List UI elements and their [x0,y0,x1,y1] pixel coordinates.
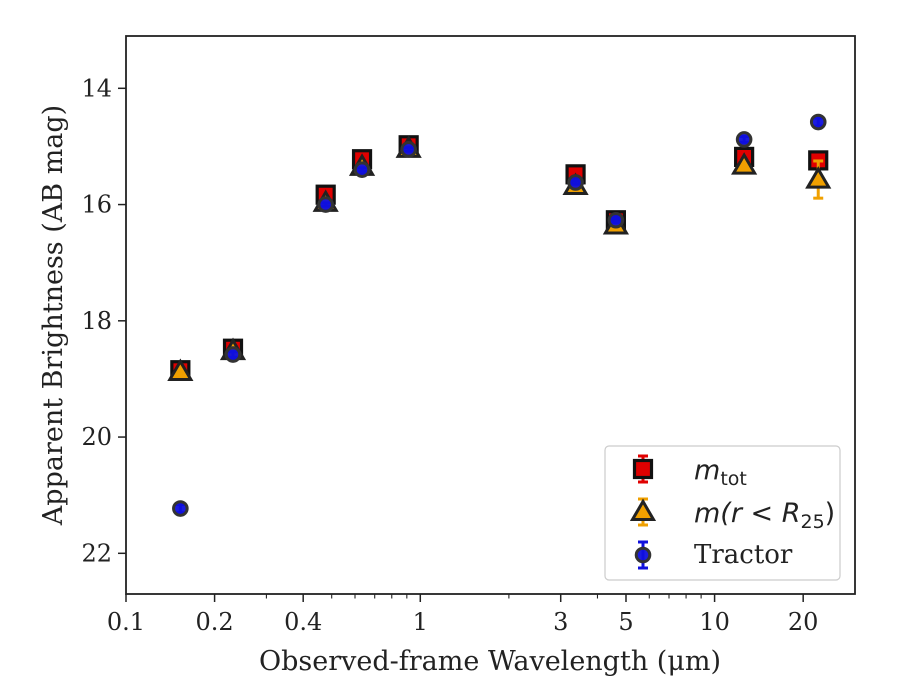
data-point-tractor [353,161,371,178]
data-markers [167,113,832,517]
x-tick-label: 5 [618,608,633,636]
y-tick-label: 22 [81,539,112,567]
x-tick-label: 0.1 [107,608,145,636]
data-point-tractor [224,346,242,363]
series-tractor [172,113,827,517]
y-tick-label: 16 [81,191,112,219]
legend-label-tractor: Tractor [694,540,793,570]
x-tick-label: 3 [553,608,568,636]
series-mr25 [167,135,832,382]
legend-box [604,445,841,581]
data-point-mr25 [805,166,832,189]
x-tick-label: 1 [413,608,428,636]
data-point-tractor [317,196,334,213]
legend-handles [629,454,657,570]
plot-frame [125,35,856,595]
data-point-mr25 [731,152,758,175]
y-tick-label: 18 [81,307,112,335]
legend-label-mr25: m(r < R25) [694,498,835,533]
legend-marker-mtot [632,458,654,480]
data-point-mr25 [167,358,194,382]
x-tick-label: 20 [788,608,819,636]
legend-marker-mr25 [629,498,657,522]
ticks: 0.1 0.2 0.4 1 3 5 10 20 14 16 18 20 22 [81,74,818,636]
series-mtot [170,135,829,381]
data-point-tractor [607,211,625,229]
data-point-tractor [400,141,417,158]
data-point-tractor [172,500,189,517]
y-axis-label: Apparent Brightness (AB mag) [38,105,69,526]
legend-label-mtot: mtot [694,455,747,490]
data-point-tractor [809,113,827,131]
data-point-tractor [567,174,584,191]
x-axis-label: Observed-frame Wavelength (μm) [259,646,721,677]
x-tick-label: 10 [699,608,730,636]
legend-marker-tractor [634,546,652,564]
y-tick-label: 14 [81,74,112,102]
y-tick-label: 20 [81,423,112,451]
data-point-tractor [735,131,753,148]
x-tick-label: 0.4 [284,608,322,636]
x-tick-label: 0.2 [196,608,234,636]
legend: mtot m(r < R25) Tractor [604,445,841,581]
